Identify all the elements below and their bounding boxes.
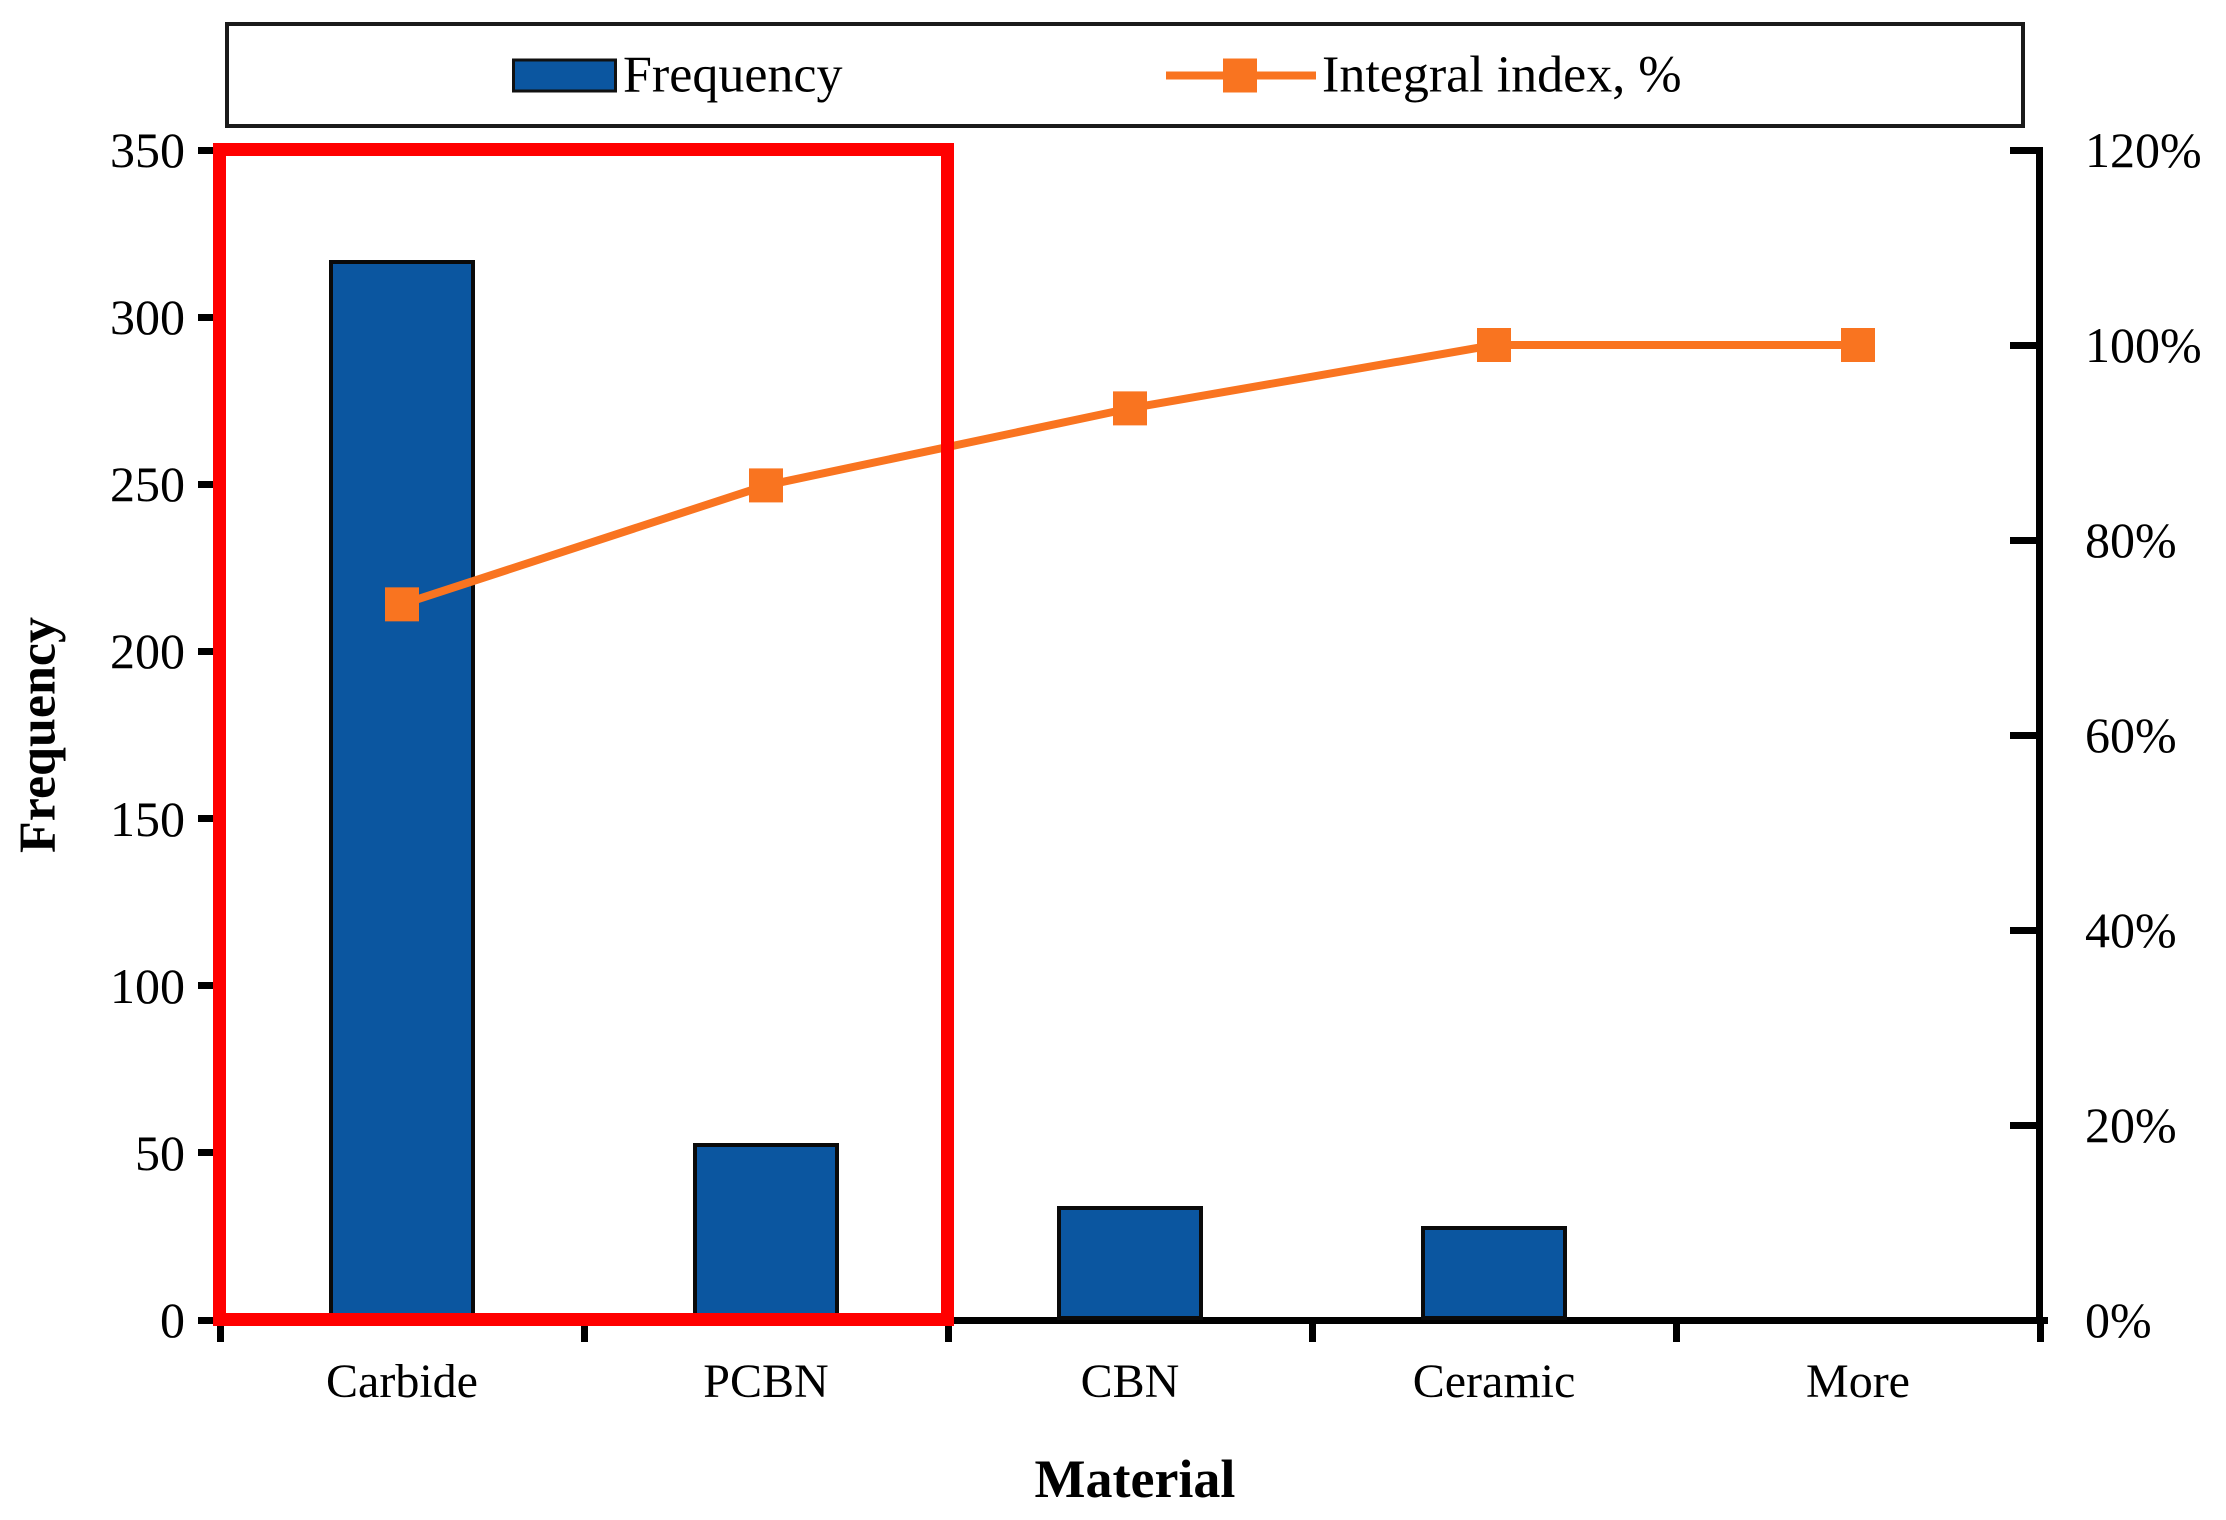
y-tick-label-right: 0% <box>2085 1292 2152 1348</box>
y-tick-label-left: 50 <box>135 1124 185 1181</box>
y-tick-label-left: 250 <box>110 456 185 513</box>
y-tick-left <box>198 480 220 488</box>
y-tick-label-right: 20% <box>2085 1097 2177 1153</box>
x-axis-line <box>216 1317 2048 1324</box>
frequency-legend-swatch-icon <box>512 58 617 92</box>
y-tick-label-left: 350 <box>110 122 185 178</box>
x-tick <box>1308 1320 1316 1342</box>
y-tick-right <box>2010 926 2040 934</box>
y-tick-label-right: 120% <box>2085 122 2202 178</box>
y-tick-label-right: 40% <box>2085 902 2177 958</box>
y-tick-label-left: 200 <box>110 623 185 680</box>
y-tick-left <box>198 1316 220 1324</box>
bar-ceramic <box>1421 1226 1567 1320</box>
x-tick <box>216 1320 224 1342</box>
y-tick-right <box>2010 731 2040 739</box>
legend: Frequency Integral index, % <box>225 22 2025 128</box>
x-tick <box>1672 1320 1680 1342</box>
frequency-legend-label: Frequency <box>623 46 843 104</box>
y-tick-left <box>198 313 220 321</box>
y-tick-left <box>198 647 220 655</box>
y-tick-right <box>2010 146 2040 154</box>
y-tick-right <box>2010 1316 2040 1324</box>
y-tick-left <box>198 1149 220 1157</box>
x-axis-title: Material <box>1034 1449 1236 1509</box>
x-category-label-carbide: Carbide <box>326 1355 478 1408</box>
marker-carbide <box>385 587 419 622</box>
highlight-rectangle <box>213 143 954 1326</box>
y-tick-label-right: 60% <box>2085 707 2177 763</box>
x-category-label-pcbn: PCBN <box>703 1355 829 1408</box>
integral-index-legend-marker-icon <box>1166 57 1316 93</box>
y-tick-left <box>198 815 220 823</box>
bar-carbide <box>329 260 475 1320</box>
y-tick-label-left: 100 <box>110 957 185 1014</box>
y-tick-left <box>198 146 220 154</box>
cumulative-line-layer <box>385 328 1875 622</box>
x-category-label-ceramic: Ceramic <box>1412 1355 1576 1408</box>
legend-square-marker <box>1223 58 1257 92</box>
marker-pcbn <box>749 468 783 503</box>
y-tick-right <box>2010 341 2040 349</box>
legend-item-integral-index: Integral index, % <box>1166 46 1682 105</box>
plot-area <box>213 143 2040 1326</box>
y-tick-left <box>198 982 220 990</box>
marker-more <box>1841 328 1875 362</box>
y-tick-right <box>2010 1121 2040 1129</box>
bar-cbn <box>1057 1206 1203 1320</box>
marker-ceramic <box>1477 328 1511 362</box>
y-tick-right <box>2010 536 2040 544</box>
x-tick <box>944 1320 952 1342</box>
x-tick <box>580 1320 588 1342</box>
y-tick-label-right: 80% <box>2085 512 2177 568</box>
y-tick-label-right: 100% <box>2085 317 2202 373</box>
integral-index-legend-label: Integral index, % <box>1322 46 1682 104</box>
y-tick-label-left: 150 <box>110 790 185 847</box>
x-tick <box>2036 1320 2044 1342</box>
y-tick-label-left: 0 <box>160 1292 185 1348</box>
legend-item-frequency: Frequency <box>512 46 842 105</box>
x-category-label-more: More <box>1806 1355 1910 1408</box>
x-category-label-cbn: CBN <box>1080 1355 1180 1408</box>
y-tick-label-left: 300 <box>110 289 185 346</box>
marker-cbn <box>1113 391 1147 426</box>
